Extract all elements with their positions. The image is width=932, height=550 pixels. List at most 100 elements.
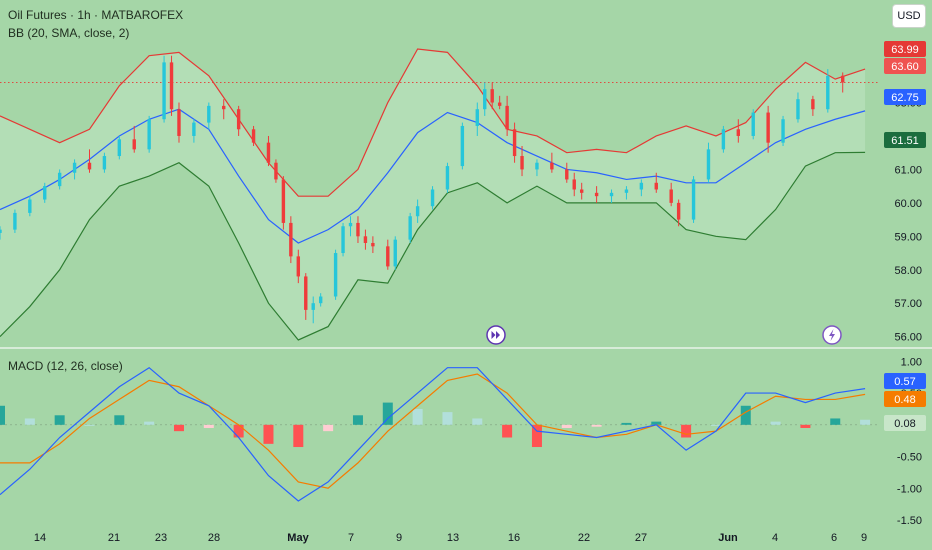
candle-body (550, 162, 554, 170)
price-tick-label: 59.00 (894, 231, 922, 243)
price-label-box (884, 132, 926, 148)
candle (266, 135, 271, 167)
time-tick-label: 22 (578, 532, 590, 544)
candle-body (691, 179, 696, 220)
candle-body (318, 296, 323, 304)
candle-body (430, 189, 435, 207)
candle (13, 209, 17, 233)
time-tick-label: 13 (447, 532, 459, 544)
candle (318, 293, 323, 307)
macd-line (0, 366, 866, 502)
candle-body (721, 129, 726, 150)
macd-histogram-bar (352, 415, 363, 425)
candle-body (236, 109, 241, 130)
candle-body (497, 102, 502, 106)
candle-body (177, 109, 181, 136)
candle-body (333, 253, 338, 297)
candle-body (669, 189, 673, 203)
candle (386, 239, 390, 270)
macd-pane (0, 366, 880, 502)
candle-body (192, 122, 196, 136)
time-tick-label: 27 (635, 532, 647, 544)
macd-tick-label: -0.50 (897, 452, 922, 464)
candle-body (624, 189, 629, 193)
candle (497, 95, 502, 110)
candle (565, 162, 569, 183)
candle (311, 296, 315, 324)
candle (0, 226, 2, 240)
candle (796, 92, 800, 123)
time-tick-label: 7 (348, 532, 354, 544)
time-tick-label: 14 (34, 532, 46, 544)
candle (356, 216, 360, 243)
candle-body (281, 179, 286, 223)
candle-body (266, 142, 271, 163)
macd-histogram-bar (621, 422, 632, 425)
price-label-box (884, 89, 926, 105)
macd-histogram-bar (591, 424, 602, 427)
candle-body (311, 303, 315, 310)
candle (706, 142, 711, 183)
candle-body (512, 129, 517, 157)
macd-histogram-bar (830, 418, 841, 425)
price-tick-label: 58.00 (894, 265, 922, 277)
candle (669, 182, 673, 207)
macd-histogram-bar (54, 415, 65, 425)
candle-body (676, 202, 681, 220)
candle-body (0, 229, 2, 233)
candle (445, 162, 450, 193)
candle (341, 222, 345, 257)
macd-histogram-bar (710, 424, 721, 426)
macd-value-text: 0.08 (894, 418, 915, 430)
candle-body (222, 105, 226, 110)
candle-body (736, 129, 741, 136)
fast-forward-circle-icon[interactable] (486, 325, 506, 345)
macd-histogram-bar (233, 424, 244, 438)
candle-body (415, 206, 420, 217)
candle-body (57, 172, 62, 187)
macd-histogram-bar (531, 424, 542, 448)
candle-body (162, 62, 166, 120)
candle-body (579, 189, 584, 193)
candle (333, 249, 338, 300)
candle (520, 146, 524, 177)
candle (102, 152, 107, 173)
candle (826, 69, 830, 113)
candle (117, 135, 122, 160)
time-tick-label: May (287, 532, 309, 544)
candle-body (535, 162, 539, 170)
candle-body (274, 162, 278, 180)
candle (177, 102, 181, 143)
candle-body (594, 192, 599, 197)
candle-body (841, 75, 845, 83)
candle (512, 122, 517, 163)
macd-tick-label: 1.00 (901, 356, 922, 368)
candle (28, 196, 32, 217)
macd-signal-line (0, 373, 866, 489)
candle-body (460, 125, 465, 167)
candle-body (348, 222, 353, 227)
lightning-circle-icon[interactable] (822, 325, 842, 345)
macd-tick-label: -1.00 (897, 483, 922, 495)
price-tick-label: 61.00 (894, 164, 922, 176)
macd-histogram-bar (24, 418, 35, 425)
currency-button[interactable]: USD (892, 4, 926, 28)
bb-basis-line (0, 108, 866, 244)
candle (535, 159, 539, 177)
candle-body (72, 162, 77, 173)
candle (572, 172, 576, 197)
macd-histogram-bar (561, 424, 572, 428)
macd-value-label-signal: 0.48 (884, 391, 926, 407)
price-tick-label: 60.00 (894, 198, 922, 210)
candle-body (356, 222, 360, 237)
candle (371, 236, 375, 254)
candle-body (304, 276, 308, 310)
candle (430, 186, 435, 210)
candle-body (654, 182, 658, 190)
axis-layer: 63.0062.0061.0060.0059.0058.0057.0056.00… (34, 41, 926, 544)
candle (490, 82, 494, 110)
candle-body (289, 222, 293, 257)
candle-body (751, 112, 755, 136)
macd-histogram-bar (412, 408, 423, 425)
candle-body (826, 75, 830, 110)
